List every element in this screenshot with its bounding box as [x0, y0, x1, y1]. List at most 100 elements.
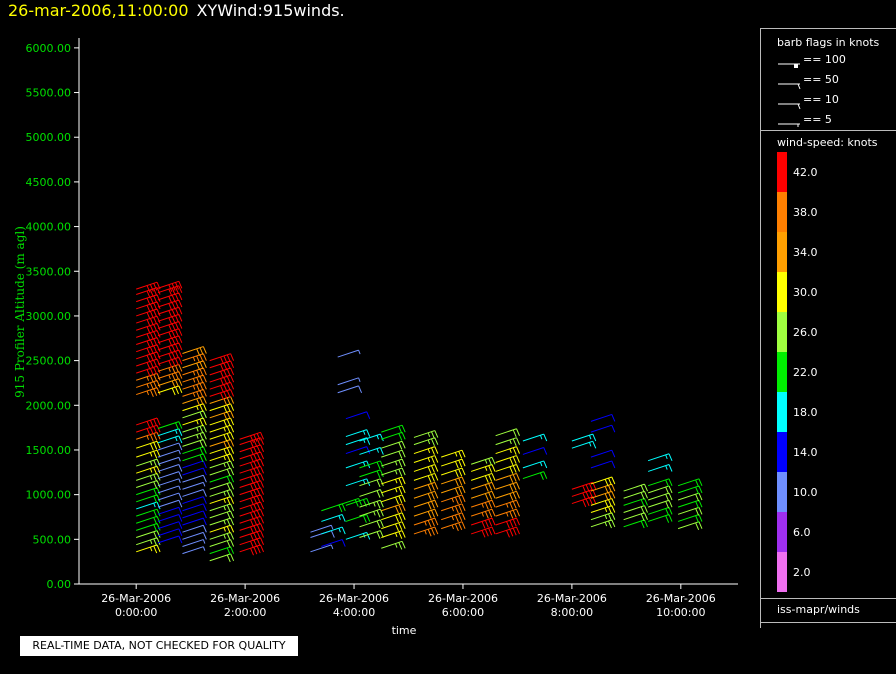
barb-flag-10 — [434, 491, 439, 499]
barb-flag-10 — [379, 469, 384, 478]
barb-shaft — [157, 506, 180, 515]
barb-shaft — [136, 522, 158, 531]
barb-flag-10 — [379, 508, 384, 517]
wind-barb — [470, 490, 496, 501]
barb-flag-10 — [260, 473, 265, 481]
barb-flag-10 — [178, 471, 183, 479]
barb-flag-10 — [516, 428, 520, 436]
barb-flag-10 — [226, 411, 231, 420]
legend-source-rule-bottom — [760, 622, 896, 623]
barb-shaft — [495, 481, 517, 490]
barb-flag-10 — [250, 497, 254, 506]
barb-flag-10 — [458, 495, 463, 504]
barb-flag-10 — [149, 420, 154, 428]
barb-flag-10 — [178, 500, 183, 508]
barb-flag-10 — [461, 503, 466, 512]
barb-flag-10 — [230, 525, 235, 533]
barb-flag-5 — [223, 455, 226, 461]
barb-flag-5 — [223, 491, 226, 496]
barb-flag-10 — [178, 314, 183, 322]
barb-flag-5 — [509, 439, 512, 445]
barb-flag-10 — [250, 526, 254, 534]
barb-flag-10 — [199, 440, 204, 448]
wind-barb — [470, 526, 496, 538]
barb-shaft — [470, 456, 493, 465]
barb-flag-10 — [202, 360, 207, 369]
barb-flag-10 — [488, 458, 493, 466]
wind-barb — [590, 505, 616, 514]
barb-shaft — [413, 455, 435, 463]
wind-barb — [157, 485, 181, 494]
barb-flag-5 — [604, 507, 608, 512]
barb-flag-10 — [427, 484, 432, 492]
barb-shaft — [157, 499, 180, 508]
barb-shaft — [157, 349, 180, 358]
barb-flag-5 — [484, 459, 488, 464]
barb-shaft — [157, 363, 180, 372]
barb-flag-10 — [454, 505, 459, 514]
barb-flag-10 — [398, 531, 403, 539]
barb-flag-10 — [202, 460, 207, 469]
barb-flag-10 — [230, 424, 235, 433]
barb-flag-10 — [458, 513, 463, 522]
barb-flag-10 — [153, 442, 158, 450]
speed-legend-label: 14.0 — [793, 446, 818, 459]
wind-barb — [209, 410, 235, 421]
barb-shaft — [157, 385, 180, 394]
barb-shaft — [182, 474, 204, 483]
wind-barb — [413, 437, 439, 446]
barb-flag-10 — [156, 494, 161, 503]
barb-flag-10 — [604, 493, 609, 501]
barb-flag-5 — [395, 532, 398, 538]
wind-barb — [157, 328, 183, 340]
x-tick-time: 2:00:00 — [224, 606, 266, 619]
barb-flag-10 — [226, 390, 231, 398]
wind-barb — [157, 378, 183, 389]
wind-barb — [157, 499, 183, 508]
wind-barb — [209, 446, 235, 457]
barb-flag-5 — [178, 485, 181, 491]
barb-flag-10 — [175, 351, 179, 359]
barb-shaft — [136, 537, 158, 546]
barb-shaft — [590, 413, 612, 422]
wind-barb — [157, 421, 183, 430]
speed-legend-swatch — [777, 192, 787, 232]
barb-flag-10 — [230, 482, 235, 490]
barb-flag-10 — [153, 524, 158, 532]
barb-flag-10 — [434, 500, 439, 508]
barb-flag-10 — [156, 387, 161, 395]
wind-barb — [136, 358, 161, 370]
barb-flag-10 — [250, 512, 254, 520]
barb-flag-10 — [401, 424, 406, 433]
wind-barb — [136, 301, 161, 313]
barb-flag-10 — [484, 520, 489, 528]
wind-barb — [413, 455, 439, 464]
legend-top-rule — [760, 28, 896, 29]
wind-barb — [647, 506, 673, 516]
barb-shaft — [441, 476, 463, 485]
barb-flag-10 — [171, 352, 176, 360]
barb-flag-10 — [427, 520, 432, 528]
barb-flag-10 — [146, 285, 151, 293]
wind-barb — [381, 485, 406, 495]
barb-flag-10 — [611, 424, 616, 433]
barb-flag-10 — [156, 417, 161, 426]
barb-flag-5 — [481, 503, 484, 508]
barb-flag-5 — [223, 520, 226, 525]
barb-shaft — [239, 501, 261, 510]
barb-flag-10 — [253, 482, 258, 490]
wind-barb — [136, 315, 161, 327]
barb-flag-10 — [178, 492, 183, 501]
barb-shaft — [345, 411, 367, 420]
wind-barb — [413, 526, 439, 537]
barb-flag-10 — [256, 467, 261, 475]
barb-flag-5 — [196, 427, 199, 432]
barb-flag-10 — [202, 389, 207, 397]
barb-shaft — [209, 431, 231, 440]
barb-flag-10 — [202, 396, 207, 404]
barb-flag-5 — [192, 356, 196, 362]
barb-flag-10 — [196, 348, 201, 356]
barb-flag-10 — [230, 353, 235, 361]
barb-flag-10 — [202, 532, 207, 540]
barb-shaft — [239, 494, 261, 503]
